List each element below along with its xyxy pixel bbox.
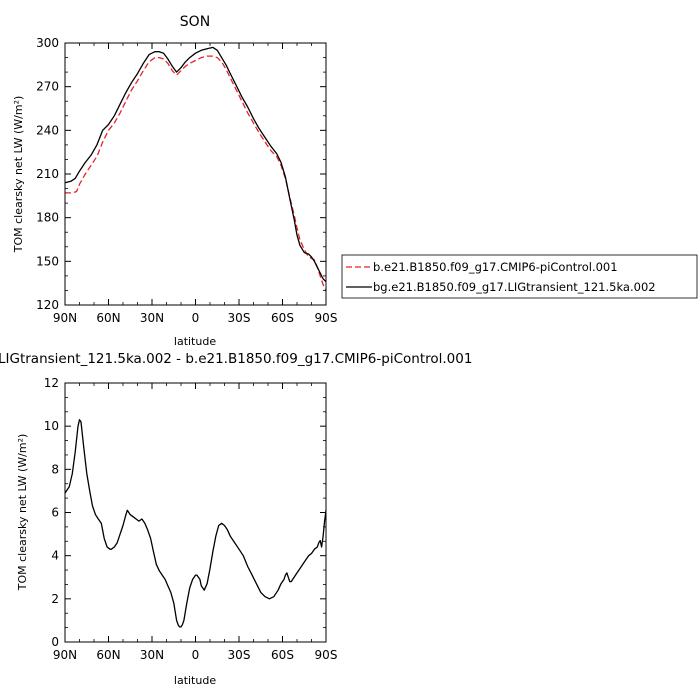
- bottom-chart-frame: [64, 382, 327, 643]
- x-tick-label: 0: [192, 311, 200, 325]
- x-tick-label: 30S: [228, 648, 251, 662]
- top-chart-x-ticks: 90N 60N 30N 0 30S 60S 90S: [53, 43, 338, 325]
- x-tick-label: 0: [192, 648, 200, 662]
- top-chart: SON 90N 60N 30N 0 30S 60S 90S 120 150 180 210 240 2…: [12, 14, 698, 348]
- bottom-chart-y-axis-label: TOM clearsky net LW (W/m²): [16, 434, 29, 592]
- series-line-1: [64, 46, 327, 283]
- x-tick-label: 60S: [271, 648, 294, 662]
- y-tick-label: 180: [36, 211, 59, 225]
- bottom-chart: LIGtransient_121.5ka.002 - b.e21.B1850.f…: [0, 351, 472, 687]
- y-tick-label: 240: [36, 123, 59, 137]
- y-tick-label: 6: [51, 506, 59, 520]
- y-tick-label: 10: [44, 419, 59, 433]
- top-chart-legend: b.e21.B1850.f09_g17.CMIP6-piControl.001 …: [341, 254, 698, 299]
- bottom-chart-x-axis-label: latitude: [174, 674, 216, 687]
- x-tick-label: 90S: [315, 648, 338, 662]
- top-chart-title: SON: [180, 14, 210, 30]
- series-line-0: [64, 419, 327, 628]
- bottom-chart-lines: [64, 419, 327, 628]
- y-tick-label: 300: [36, 36, 59, 50]
- y-tick-label: 270: [36, 80, 59, 94]
- y-tick-label: 210: [36, 167, 59, 181]
- top-chart-frame: [64, 42, 327, 306]
- y-tick-label: 120: [36, 298, 59, 312]
- legend-label-0: b.e21.B1850.f09_g17.CMIP6-piControl.001: [373, 260, 618, 274]
- y-tick-label: 12: [44, 376, 59, 390]
- y-tick-label: 4: [51, 549, 59, 563]
- x-tick-label: 90S: [315, 311, 338, 325]
- x-tick-label: 30S: [228, 311, 251, 325]
- top-chart-y-ticks: 120 150 180 210 240 270 300: [36, 36, 326, 312]
- bottom-chart-x-ticks: 90N 60N 30N 0 30S 60S 90S: [53, 383, 338, 662]
- y-tick-label: 0: [51, 635, 59, 649]
- x-tick-label: 90N: [53, 311, 77, 325]
- series-line-0: [65, 55, 327, 291]
- x-tick-label: 60N: [96, 311, 120, 325]
- top-chart-x-axis-label: latitude: [174, 335, 216, 348]
- top-chart-y-axis-label: TOM clearsky net LW (W/m²): [12, 96, 25, 254]
- top-chart-lines: [64, 46, 327, 291]
- x-tick-label: 30N: [140, 311, 164, 325]
- x-tick-label: 60N: [96, 648, 120, 662]
- legend-box: [341, 254, 698, 299]
- y-tick-label: 8: [51, 462, 59, 476]
- y-tick-label: 2: [51, 592, 59, 606]
- bottom-chart-title: LIGtransient_121.5ka.002 - b.e21.B1850.f…: [0, 351, 472, 367]
- x-tick-label: 90N: [53, 648, 77, 662]
- x-tick-label: 60S: [271, 311, 294, 325]
- x-tick-label: 30N: [140, 648, 164, 662]
- y-tick-label: 150: [36, 254, 59, 268]
- bottom-chart-y-ticks: 0 2 4 6 8 10 12: [44, 376, 326, 649]
- legend-label-1: bg.e21.B1850.f09_g17.LIGtransient_121.5k…: [373, 280, 656, 294]
